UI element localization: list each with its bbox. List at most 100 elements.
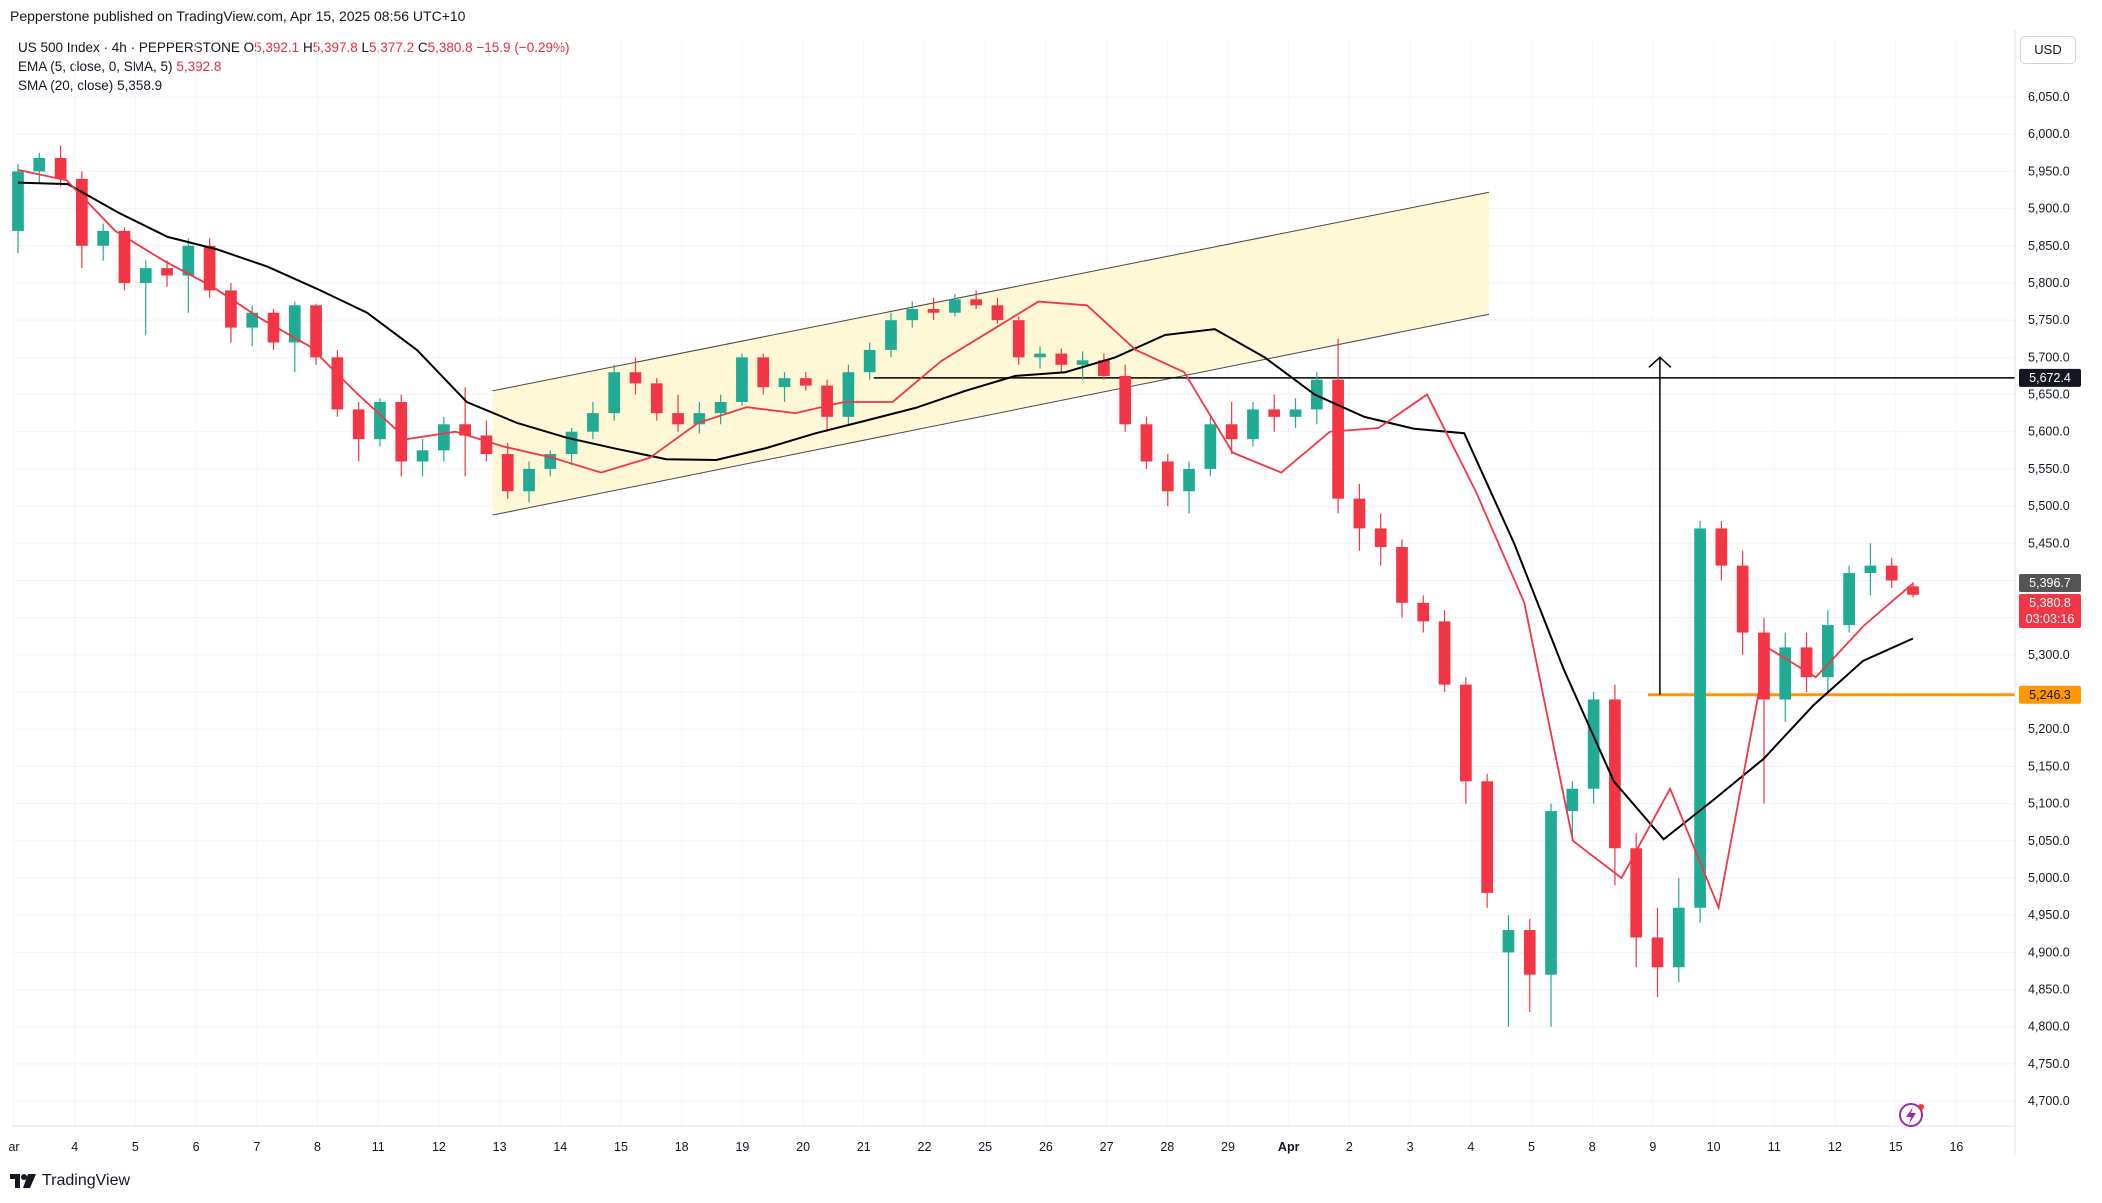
candle-body bbox=[1374, 528, 1387, 548]
candle bbox=[1417, 595, 1430, 633]
resistance-tag: 5,672.4 bbox=[2029, 371, 2071, 385]
candle bbox=[970, 290, 983, 310]
time-axis[interactable]: ar 4 5 6 7 8 11 12 13 14 15 18 19 20 21 22 25 26 27 28 29 Apr… bbox=[8, 1140, 1963, 1154]
ema-tag: 5,396.7 bbox=[2029, 576, 2071, 590]
ema-line bbox=[17, 169, 1914, 911]
candle bbox=[1438, 610, 1451, 693]
candle-body bbox=[863, 349, 876, 373]
candle-body bbox=[587, 413, 599, 432]
brand-text: TradingView bbox=[42, 1172, 131, 1189]
ema-row[interactable]: EMA (5, close, 0, SMA, 5) 5,392.8 bbox=[18, 57, 569, 76]
candle-body bbox=[1609, 699, 1621, 849]
candle-body bbox=[1225, 424, 1238, 440]
sma-label: SMA (20, close) bbox=[18, 78, 114, 93]
time-tick-label: 18 bbox=[675, 1140, 689, 1154]
candle-body bbox=[139, 268, 152, 283]
projection-arrow[interactable] bbox=[1648, 356, 1672, 695]
candle-body bbox=[1076, 360, 1089, 365]
channel-lower-line bbox=[492, 313, 1490, 516]
candle-body bbox=[1012, 320, 1025, 358]
candle-body bbox=[1417, 602, 1430, 622]
candle-body bbox=[1821, 625, 1834, 678]
time-tick-label: 14 bbox=[553, 1140, 567, 1154]
price-tick-label: 5,900.0 bbox=[2028, 202, 2070, 216]
candle bbox=[1651, 907, 1664, 997]
candle-body bbox=[118, 230, 131, 283]
price-tick-label: 5,450.0 bbox=[2028, 536, 2070, 550]
time-tick-label: 3 bbox=[1407, 1140, 1414, 1154]
candle bbox=[118, 227, 131, 291]
candle bbox=[395, 394, 408, 477]
support-tag-bg bbox=[2019, 685, 2081, 704]
price-tick-label: 6,050.0 bbox=[2028, 90, 2070, 104]
candles bbox=[12, 145, 1919, 1027]
time-tick-label: 4 bbox=[71, 1140, 78, 1154]
candle-body bbox=[1055, 353, 1068, 365]
candle bbox=[1587, 692, 1600, 804]
candle bbox=[544, 450, 557, 477]
candle bbox=[778, 372, 791, 402]
candle bbox=[225, 282, 237, 343]
ascending-channel[interactable] bbox=[492, 191, 1490, 516]
candle bbox=[608, 364, 621, 421]
channel-fill bbox=[492, 192, 1490, 516]
candle bbox=[1821, 610, 1834, 693]
price-tags: 5,672.4 5,396.7 5,380.8 03:03:16 5,246.3 bbox=[2019, 368, 2081, 704]
candle bbox=[501, 442, 514, 499]
candle-body bbox=[480, 435, 493, 455]
candle-body bbox=[1247, 409, 1259, 440]
candle-body bbox=[821, 385, 833, 417]
ema-tag-bg bbox=[2019, 573, 2081, 592]
publish-info: Pepperstone published on TradingView.com… bbox=[10, 8, 466, 24]
currency-button[interactable]: USD bbox=[2020, 36, 2076, 64]
candle-body bbox=[1502, 930, 1515, 953]
candle-body bbox=[1332, 379, 1344, 499]
tradingview-logo-icon bbox=[10, 1174, 36, 1188]
candle-body bbox=[1545, 811, 1557, 975]
time-tick-label: 6 bbox=[193, 1140, 200, 1154]
candle-body bbox=[246, 312, 259, 328]
candle-body bbox=[842, 372, 855, 417]
candle bbox=[1332, 338, 1344, 514]
candle-body bbox=[544, 454, 557, 469]
candle-body bbox=[1098, 360, 1110, 376]
candle bbox=[587, 401, 599, 440]
candle bbox=[97, 223, 110, 261]
candle-body bbox=[12, 171, 24, 231]
close-label: C bbox=[417, 40, 428, 55]
candle-body bbox=[1843, 573, 1855, 626]
candle-body bbox=[1672, 907, 1685, 968]
time-tick-label: 21 bbox=[857, 1140, 871, 1154]
candle bbox=[1034, 346, 1046, 369]
bolt-icon[interactable] bbox=[1899, 1103, 1924, 1127]
tradingview-branding[interactable]: TradingView bbox=[10, 1172, 130, 1190]
sma-row[interactable]: SMA (20, close) 5,358.9 bbox=[18, 76, 569, 95]
time-tick-label: 15 bbox=[1889, 1140, 1903, 1154]
candle-body bbox=[1800, 647, 1813, 678]
ema-label: EMA (5, close, 0, SMA, 5) bbox=[18, 59, 173, 74]
candle-body bbox=[225, 290, 237, 328]
candle bbox=[374, 398, 386, 447]
candle-body bbox=[1438, 621, 1451, 685]
candle bbox=[523, 461, 535, 503]
candle-body bbox=[565, 431, 578, 455]
horizontal-levels[interactable] bbox=[873, 377, 2015, 697]
candle-body bbox=[76, 178, 88, 246]
candle-body bbox=[650, 383, 663, 414]
low-value: 5,377.2 bbox=[369, 40, 415, 55]
candle bbox=[1672, 877, 1685, 983]
candle bbox=[1204, 416, 1217, 477]
symbol-label[interactable]: US 500 Index · 4h · PEPPERSTONE bbox=[18, 40, 240, 55]
price-tick-label: 5,200.0 bbox=[2028, 722, 2070, 736]
candle-body bbox=[1268, 409, 1281, 417]
open-value: 5,392.1 bbox=[254, 40, 300, 55]
candle-body bbox=[1736, 565, 1749, 633]
candle-body bbox=[1183, 468, 1195, 492]
moving-averages bbox=[17, 169, 1914, 911]
candle bbox=[459, 387, 471, 477]
candle bbox=[1012, 316, 1025, 365]
time-tick-label: 11 bbox=[372, 1140, 385, 1154]
price-tick-label: 6,000.0 bbox=[2028, 127, 2070, 141]
price-axis[interactable]: 6,050.0 6,000.0 5,950.0 5,900.0 5,850.0 5,800… bbox=[12, 30, 2070, 1155]
